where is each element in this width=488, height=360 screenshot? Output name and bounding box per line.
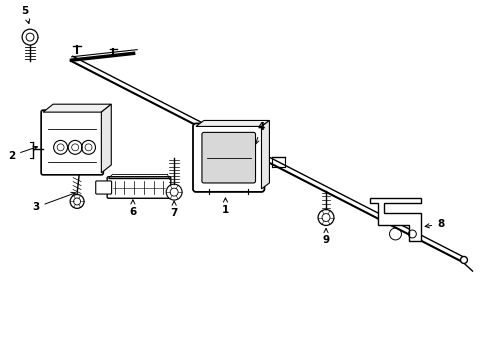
FancyBboxPatch shape [193,123,264,192]
Text: 2: 2 [8,146,38,161]
Circle shape [22,29,38,45]
Polygon shape [369,198,421,241]
FancyBboxPatch shape [107,177,170,198]
Polygon shape [43,104,111,112]
FancyBboxPatch shape [202,132,255,183]
Circle shape [317,210,333,225]
Circle shape [70,194,84,208]
Circle shape [166,184,182,200]
Text: 4: 4 [254,122,264,144]
Text: 6: 6 [129,200,136,217]
Circle shape [460,256,467,264]
Polygon shape [261,121,269,189]
Text: 7: 7 [170,201,178,218]
Polygon shape [196,121,269,126]
FancyBboxPatch shape [41,110,103,175]
Text: 5: 5 [21,6,30,23]
Text: 3: 3 [32,192,75,212]
Text: 9: 9 [322,229,329,245]
Polygon shape [101,104,111,173]
Text: 8: 8 [424,219,444,229]
Text: 1: 1 [222,198,228,215]
FancyBboxPatch shape [96,181,111,194]
